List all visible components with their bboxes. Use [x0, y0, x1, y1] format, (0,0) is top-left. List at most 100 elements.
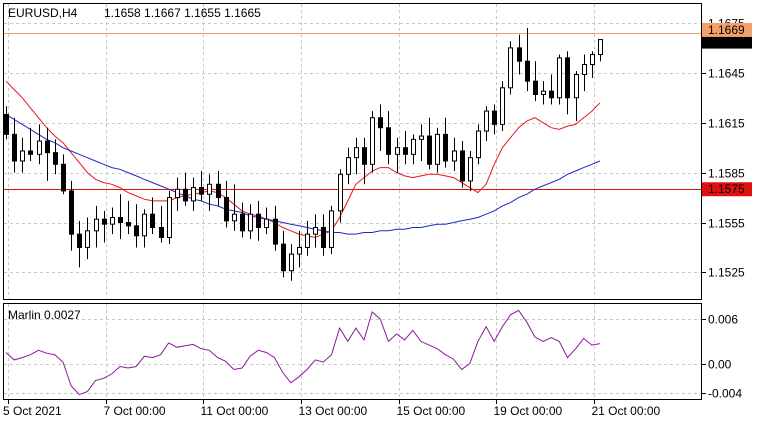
candle-body [354, 147, 359, 159]
indicator-panel: 0.006 0.00 -0.004 Marlin 0.0027 [3, 303, 742, 401]
candle [289, 244, 294, 281]
candle [582, 54, 587, 92]
candle-body [541, 90, 546, 95]
candle [28, 127, 33, 161]
candle-body [533, 80, 538, 95]
candle-body [289, 253, 294, 272]
candle [460, 141, 465, 188]
moving-averages [5, 80, 601, 239]
fast-ma-line [5, 80, 601, 239]
indicator-tick-label: -0.004 [708, 387, 742, 401]
candle [492, 104, 497, 135]
candle [175, 177, 180, 211]
candle [370, 111, 375, 173]
candle [476, 124, 481, 165]
price-panel-frame [3, 3, 702, 300]
indicator-tick-label: 0.00 [708, 358, 732, 372]
candle [12, 117, 17, 173]
candle [574, 71, 579, 122]
candle-body [403, 147, 408, 155]
resistance-price-tag-text: 1.1669 [708, 23, 745, 37]
time-axis: 5 Oct 2021 7 Oct 00:00 11 Oct 00:00 13 Oct … [3, 400, 661, 418]
candle [329, 205, 334, 255]
candle [207, 174, 212, 211]
candle [273, 205, 278, 251]
candle-body [20, 150, 25, 162]
candle [191, 177, 196, 211]
candle-body [216, 183, 221, 199]
candle [403, 131, 408, 165]
candle [346, 147, 351, 185]
candle [240, 202, 245, 238]
candle-body [191, 187, 196, 202]
candle-body [224, 197, 229, 222]
candle [517, 34, 522, 75]
candle-body [159, 226, 164, 238]
candle [159, 205, 164, 243]
candle-body [126, 222, 131, 227]
price-tick-label: 1.1555 [708, 217, 745, 231]
candle [4, 106, 9, 140]
candle [232, 184, 237, 231]
candle [411, 134, 416, 165]
candle-body [517, 47, 522, 62]
time-label: 15 Oct 00:00 [397, 404, 466, 418]
candle [435, 127, 440, 173]
price-tick-label: 1.1645 [708, 67, 745, 81]
indicator-panel-frame [3, 303, 702, 400]
price-tick-label: 1.1585 [708, 167, 745, 181]
candle-body [118, 217, 123, 224]
candle [386, 111, 391, 165]
candle-body [142, 213, 147, 237]
candle-body [53, 152, 58, 165]
candle-body [281, 243, 286, 272]
candle-body [492, 110, 497, 125]
candle-body [240, 213, 245, 232]
candle [20, 137, 25, 173]
candle-body [500, 87, 505, 125]
candle-body [232, 213, 237, 222]
candle [248, 204, 253, 240]
candle [443, 117, 448, 168]
resistance-price-tag-bg [702, 22, 752, 37]
time-label: 13 Oct 00:00 [299, 404, 368, 418]
candle [256, 200, 261, 241]
price-tick-label: 1.1525 [708, 266, 745, 280]
candle [541, 81, 546, 105]
candle-body [207, 183, 212, 195]
candle-body [94, 218, 99, 232]
candle [565, 51, 570, 115]
candle-body [12, 133, 17, 162]
candle [354, 137, 359, 175]
candle-body [329, 210, 334, 248]
candle [419, 124, 424, 161]
candle-body [435, 133, 440, 165]
candle [484, 106, 489, 142]
candle-body [370, 117, 375, 165]
candle [85, 217, 90, 260]
candle [69, 180, 74, 251]
candle [94, 205, 99, 248]
candle [183, 172, 188, 206]
marlin-line [5, 309, 601, 396]
indicator-line [5, 309, 601, 396]
candle-body [28, 150, 33, 155]
candle [37, 124, 42, 165]
candle [549, 74, 554, 105]
candle-body [525, 60, 530, 82]
candle [150, 197, 155, 235]
candle-body [256, 213, 261, 228]
candle [264, 207, 269, 235]
slow-ma-line [5, 113, 601, 235]
candle-body [411, 138, 416, 155]
candle-body [395, 147, 400, 155]
candle [297, 230, 302, 268]
candle [598, 39, 603, 62]
candle [427, 117, 432, 170]
candle-body [338, 173, 343, 212]
candle-body [476, 130, 481, 159]
candle-body [386, 127, 391, 155]
